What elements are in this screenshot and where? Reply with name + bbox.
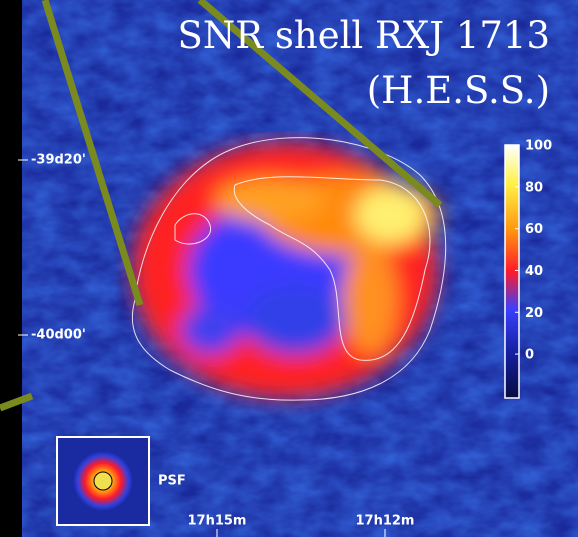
psf-label: PSF — [158, 474, 186, 489]
ra-label: 17h12m — [356, 514, 415, 529]
colorbar — [505, 145, 519, 398]
colorbar-tick-label: 100 — [525, 139, 552, 154]
title-line2: (H.E.S.S.) — [367, 69, 550, 112]
title-line1: SNR shell RXJ 1713 — [178, 14, 550, 57]
colorbar-tick-label: 40 — [525, 264, 543, 279]
colorbar-tick-label: 20 — [525, 306, 543, 321]
colorbar-tick-label: 80 — [525, 180, 543, 195]
colorbar-tick-label: 0 — [525, 348, 534, 363]
colorbar-tick-label: 60 — [525, 222, 543, 237]
dec-label: -40d00' — [31, 328, 86, 343]
sky-map: SNR shell RXJ 1713 (H.E.S.S.) -39d20' -4… — [0, 0, 578, 537]
dec-label: -39d20' — [31, 153, 86, 168]
border — [0, 0, 22, 537]
ra-label: 17h15m — [188, 514, 247, 529]
